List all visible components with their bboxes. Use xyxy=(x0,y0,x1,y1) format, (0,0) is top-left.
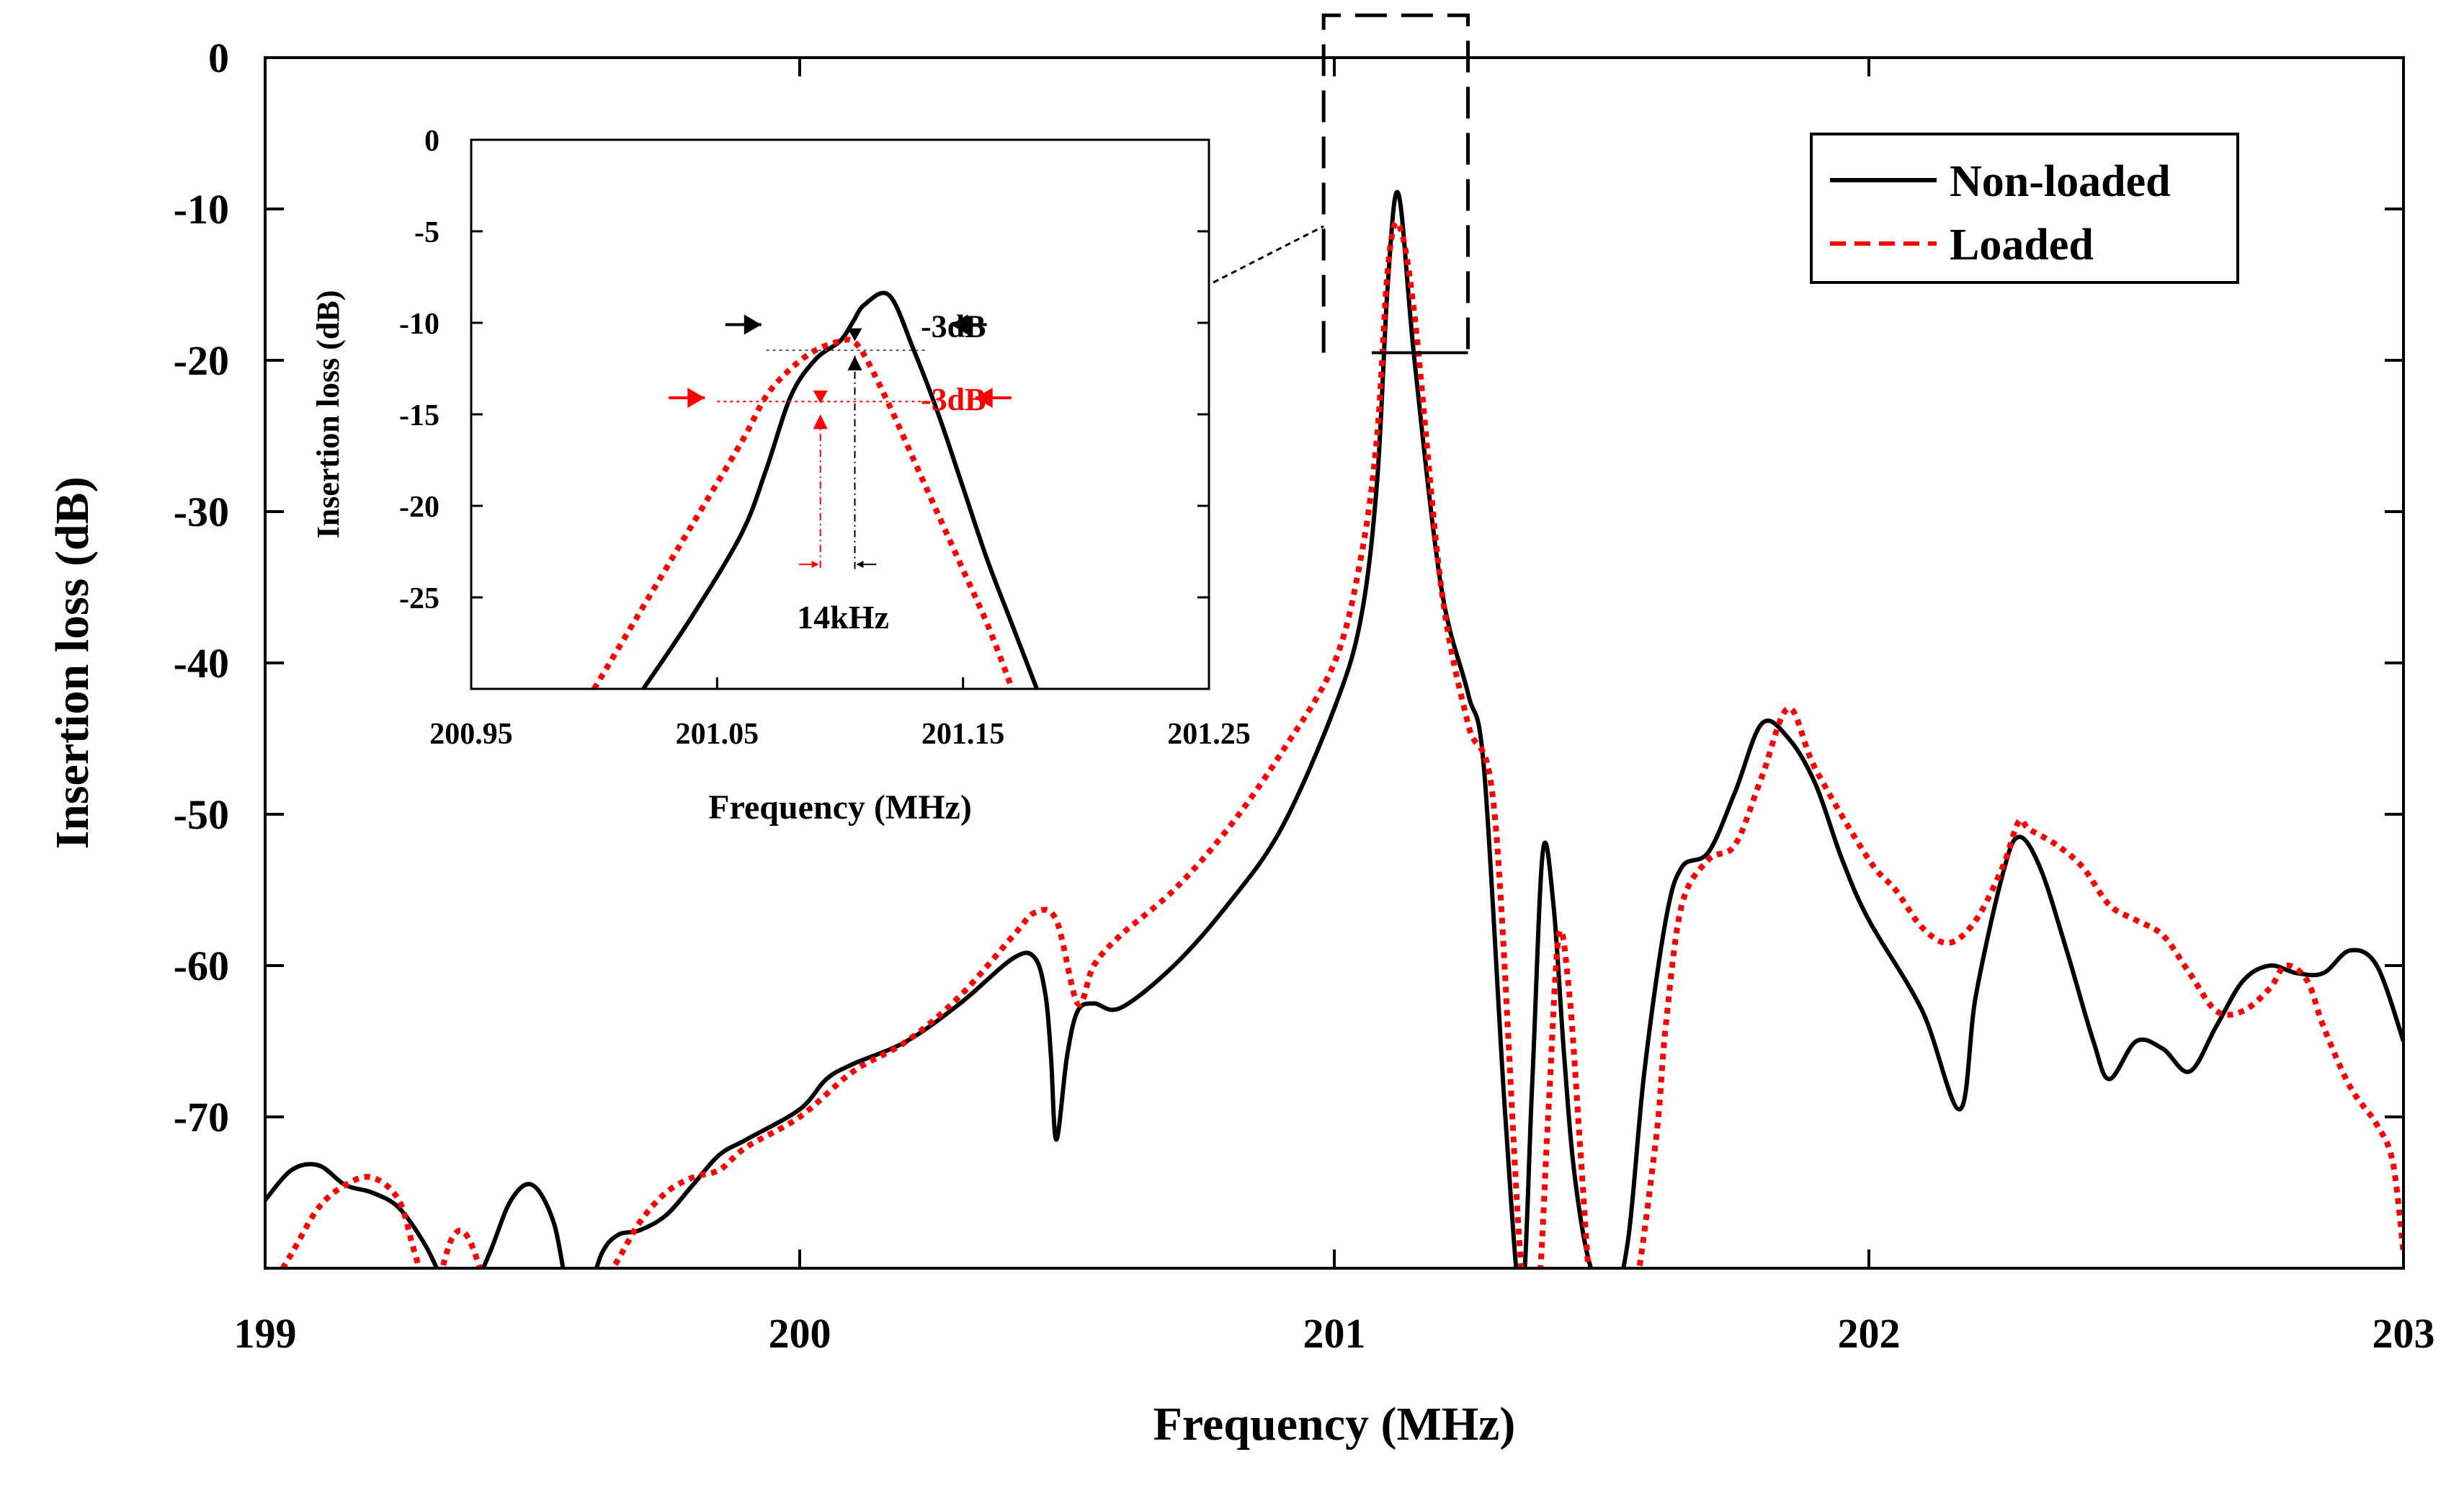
main-xtick-label: 203 xyxy=(2373,1310,2435,1357)
inset-black-right-arrow-head xyxy=(950,314,968,335)
inset-xtick-label: 201.15 xyxy=(921,718,1005,751)
inset-y-axis-label: Insertion loss (dB) xyxy=(311,290,346,539)
inset-red-left-arrow-head xyxy=(687,388,705,409)
inset-ytick-label: -25 xyxy=(399,582,439,615)
inset-ytick-label: 0 xyxy=(424,125,439,158)
inset-series-loaded-line xyxy=(592,337,1015,689)
inset-ytick-label: -10 xyxy=(399,308,439,341)
zoom-connector-line xyxy=(1213,225,1324,284)
inset-red-peak-marker-up xyxy=(813,414,828,429)
inset-black-peak-marker-up xyxy=(847,355,862,371)
main-ytick-label: -60 xyxy=(174,943,229,989)
inset-ytick-label: -15 xyxy=(399,399,439,432)
inset-background xyxy=(471,140,1209,689)
inset-series-non-loaded-line xyxy=(641,290,1039,689)
main-series-non-loaded-line xyxy=(265,190,2403,1268)
main-ytick-label: -30 xyxy=(174,489,229,535)
main-ytick-label: -70 xyxy=(174,1094,229,1141)
inset-x-axis-label: Frequency (MHz) xyxy=(708,788,972,827)
inset-annotation-red-3db: -3dB xyxy=(921,382,986,417)
zoom-region-box xyxy=(1321,13,1470,353)
main-ytick-label: -50 xyxy=(174,791,229,838)
inset-xtick-label: 201.05 xyxy=(676,718,759,751)
main-ytick-label: -20 xyxy=(174,337,229,384)
legend-box xyxy=(1810,133,2239,284)
inset-ytick-label: -20 xyxy=(399,491,439,524)
main-xtick-label: 199 xyxy=(234,1310,297,1357)
inset-red-peak-marker-down xyxy=(813,390,828,404)
inset-14khz-black-arrow-head xyxy=(856,561,864,569)
main-ytick-label: -10 xyxy=(174,186,229,233)
inset-black-peak-marker-down xyxy=(847,328,862,342)
inset-black-left-arrow-head xyxy=(744,314,762,335)
main-series-group xyxy=(265,190,2403,1268)
inset-ytick-label: -5 xyxy=(414,216,439,249)
main-ytick-label: -40 xyxy=(174,640,229,687)
main-ytick-label: 0 xyxy=(208,35,229,81)
inset-xtick-label: 201.25 xyxy=(1167,718,1251,751)
main-xtick-label: 202 xyxy=(1838,1310,1901,1357)
legend: Non-loaded Loaded xyxy=(1810,133,2239,284)
main-xtick-label: 200 xyxy=(769,1310,831,1357)
inset-annotation-black-3db: -3dB xyxy=(921,309,986,344)
main-x-axis-label: Frequency (MHz) xyxy=(1153,1398,1516,1451)
inset-red-right-arrow-head xyxy=(975,388,993,409)
legend-label-non-loaded: Non-loaded xyxy=(1950,157,2171,206)
inset-14khz-red-arrow-head xyxy=(811,561,819,569)
inset-series-group xyxy=(592,290,1039,689)
main-y-axis-label: Insertion loss (dB) xyxy=(46,476,99,849)
legend-label-loaded: Loaded xyxy=(1950,220,2094,269)
main-series-loaded-line xyxy=(280,219,2403,1268)
main-xtick-label: 201 xyxy=(1303,1310,1366,1357)
inset-xtick-label: 200.95 xyxy=(429,718,513,751)
inset-annotation-14khz: 14kHz xyxy=(797,599,889,636)
